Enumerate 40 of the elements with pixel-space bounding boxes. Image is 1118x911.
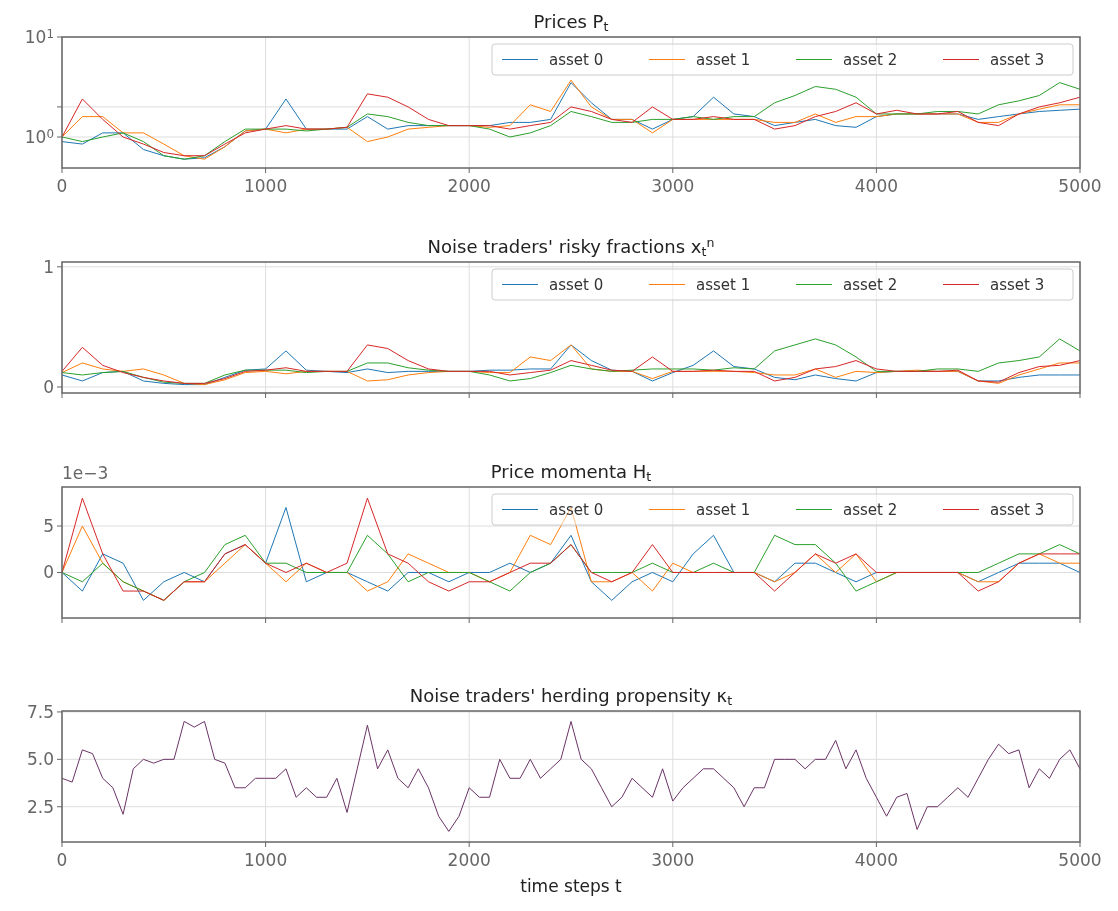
legend-label: asset 0 bbox=[549, 50, 604, 69]
legend-label: asset 3 bbox=[990, 275, 1045, 294]
y-tick-label: 7.5 bbox=[26, 701, 54, 722]
legend-label: asset 2 bbox=[843, 275, 898, 294]
line-series bbox=[61, 720, 1081, 832]
chart-title: Noise traders' herding propensity κ$_{t}$ bbox=[409, 685, 733, 709]
legend-label: asset 3 bbox=[990, 500, 1045, 519]
x-tick-label: 0 bbox=[56, 176, 68, 196]
legend-label: asset 1 bbox=[696, 50, 751, 69]
x-tick-label: 4000 bbox=[854, 176, 899, 196]
y-tick-label: 5.0 bbox=[26, 749, 54, 770]
x-tick-label: 2000 bbox=[447, 176, 491, 196]
x-tick-label: 5000 bbox=[1058, 176, 1102, 196]
x-axis-title: time steps t bbox=[520, 876, 623, 896]
x-tick-label: 3000 bbox=[651, 176, 695, 196]
x-tick-label: 5000 bbox=[1058, 850, 1102, 870]
y-tick-label: 0 bbox=[43, 562, 54, 583]
chart-title: Prices P$_{t}$ bbox=[533, 11, 609, 35]
legend-label: asset 1 bbox=[696, 275, 751, 294]
x-tick-label: 1000 bbox=[243, 850, 288, 870]
legend-label: asset 2 bbox=[843, 50, 898, 69]
y-tick-label: 0 bbox=[43, 376, 54, 397]
y-tick-label: 2.5 bbox=[26, 796, 54, 817]
x-tick-label: 0 bbox=[56, 850, 68, 870]
y-tick-label: 10$^{0}$ bbox=[24, 126, 54, 148]
legend-label: asset 0 bbox=[549, 275, 604, 294]
legend-label: asset 1 bbox=[696, 500, 751, 519]
legend-label: asset 3 bbox=[990, 50, 1045, 69]
legend-label: asset 0 bbox=[549, 500, 604, 519]
y-tick-label: 5 bbox=[43, 516, 54, 537]
y-tick-label: 1 bbox=[43, 256, 54, 277]
line-series bbox=[61, 93, 1081, 157]
chart-title: Price momenta H$_{t}$ bbox=[490, 461, 652, 485]
text: 1e−3 bbox=[62, 463, 109, 483]
y-tick-label: 10$^{1}$ bbox=[24, 26, 54, 47]
x-tick-label: 2000 bbox=[447, 850, 491, 870]
legend-label: asset 2 bbox=[843, 500, 898, 519]
x-tick-label: 1000 bbox=[243, 176, 288, 196]
x-tick-label: 3000 bbox=[651, 850, 695, 870]
x-tick-label: 4000 bbox=[854, 850, 899, 870]
